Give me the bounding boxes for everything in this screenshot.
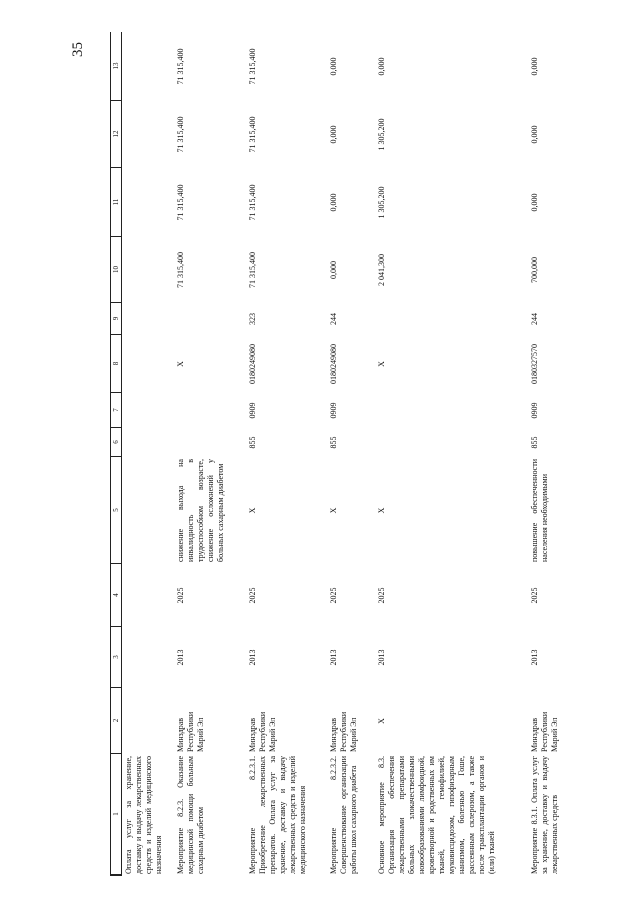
cell-col-11: 71 315,400	[176, 184, 185, 221]
column-header-6: 6	[111, 428, 121, 457]
cell-col-12: 71 315,400	[248, 116, 257, 153]
column-header-1: 1	[111, 754, 121, 876]
cell-col-8: 0180249080	[248, 344, 257, 384]
cell-col-3: 2013	[530, 649, 539, 666]
cell-col-13: 0,000	[530, 57, 539, 76]
cell-col-12: 0,000	[530, 125, 539, 144]
table-row: Основное мероприятие 8.3. Организация об…	[377, 32, 497, 876]
cell-col-13: 71 315,400	[248, 48, 257, 85]
column-number-header: 1 2 3 4 5 6 7 8 9 10 11 12 13	[110, 32, 122, 876]
cell-col-7: 0909	[530, 402, 539, 419]
column-header-2: 2	[111, 688, 121, 754]
cell-col-5: повышение обеспеченности населения необх…	[530, 459, 549, 562]
cell-col-9: 244	[329, 313, 338, 325]
cell-col-8: 0180327570	[530, 344, 539, 384]
cell-col-10: 71 315,400	[176, 252, 185, 288]
cell-col-1: Мероприятие 8.3.1. Оплата услуг за хране…	[530, 756, 559, 874]
cell-col-11: 1 305,200	[377, 186, 386, 219]
cell-col-2: X	[377, 718, 386, 724]
cell-col-9: 244	[530, 313, 539, 325]
column-header-13: 13	[111, 32, 121, 101]
cell-col-12: 1 305,200	[377, 118, 386, 151]
column-header-8: 8	[111, 335, 121, 393]
cell-col-1: Оплата услуг за хранение, доставку и выд…	[124, 756, 163, 874]
cell-col-9: 323	[248, 313, 257, 325]
cell-col-10: 0,000	[329, 261, 338, 279]
column-header-3: 3	[111, 627, 121, 688]
cell-col-12: 0,000	[329, 125, 338, 144]
cell-col-3: 2013	[377, 649, 386, 666]
cell-col-11: 0,000	[530, 193, 539, 212]
cell-col-2: Минздрав Республики Марий Эл	[329, 711, 358, 752]
cell-col-7: 0909	[248, 402, 257, 419]
cell-col-3: 2013	[176, 649, 185, 666]
cell-col-12: 71 315,400	[176, 116, 185, 153]
cell-col-4: 2025	[329, 587, 338, 604]
column-header-12: 12	[111, 101, 121, 168]
cell-col-5: X	[248, 507, 257, 514]
cell-col-1: Основное мероприятие 8.3. Организация об…	[377, 756, 496, 874]
cell-col-6: 855	[248, 436, 257, 449]
column-header-11: 11	[111, 168, 121, 237]
cell-col-6: 855	[329, 436, 338, 449]
cell-col-10: 71 315,400	[248, 252, 257, 288]
column-header-7: 7	[111, 393, 121, 428]
cell-col-1: Мероприятие 8.2.3. Оказание медицинской …	[176, 756, 205, 874]
column-header-10: 10	[111, 237, 121, 303]
cell-col-5: X	[377, 507, 386, 514]
table-row: Мероприятие 8.3.1. Оплата услуг за хране…	[530, 32, 560, 876]
page-number: 35	[70, 42, 86, 57]
cell-col-2: Минздрав Республики Марий Эл	[248, 711, 277, 752]
table-row: Мероприятие 8.2.3.2. Совершенствование о…	[329, 32, 359, 876]
cell-col-8: X	[176, 361, 185, 367]
cell-col-2: Минздрав Республики Марий Эл	[530, 711, 559, 752]
cell-col-7: 0909	[329, 402, 338, 419]
cell-col-13: 0,000	[329, 57, 338, 76]
cell-col-8: X	[377, 361, 386, 367]
column-header-5: 5	[111, 457, 121, 564]
cell-col-5: X	[329, 507, 338, 514]
cell-col-6: 855	[530, 436, 539, 449]
cell-col-1: Мероприятие 8.2.3.1. Приобретение лекарс…	[248, 756, 307, 874]
cell-col-2: Минздрав Республики Марий Эл	[176, 711, 205, 752]
column-header-4: 4	[111, 564, 121, 627]
cell-col-3: 2013	[329, 649, 338, 666]
table-row: Оплата услуг за хранение, доставку и выд…	[124, 32, 164, 876]
table-row: Мероприятие 8.2.3. Оказание медицинской …	[176, 32, 226, 876]
cell-col-13: 71 315,400	[176, 48, 185, 85]
cell-col-10: 700,000	[530, 257, 539, 283]
cell-col-8: 0180249080	[329, 344, 338, 384]
cell-col-11: 71 315,400	[248, 184, 257, 221]
cell-col-3: 2013	[248, 649, 257, 666]
cell-col-5: снижение выхода на инвалидность в трудос…	[176, 459, 225, 562]
cell-col-4: 2025	[377, 587, 386, 604]
cell-col-11: 0,000	[329, 193, 338, 212]
cell-col-4: 2025	[176, 587, 185, 604]
cell-col-13: 0,000	[377, 57, 386, 76]
cell-col-4: 2025	[248, 587, 257, 604]
cell-col-1: Мероприятие 8.2.3.2. Совершенствование о…	[329, 756, 358, 874]
cell-col-4: 2025	[530, 587, 539, 604]
table-row: Мероприятие 8.2.3.1. Приобретение лекарс…	[248, 32, 308, 876]
column-header-9: 9	[111, 303, 121, 335]
cell-col-10: 2 041,300	[377, 254, 386, 286]
